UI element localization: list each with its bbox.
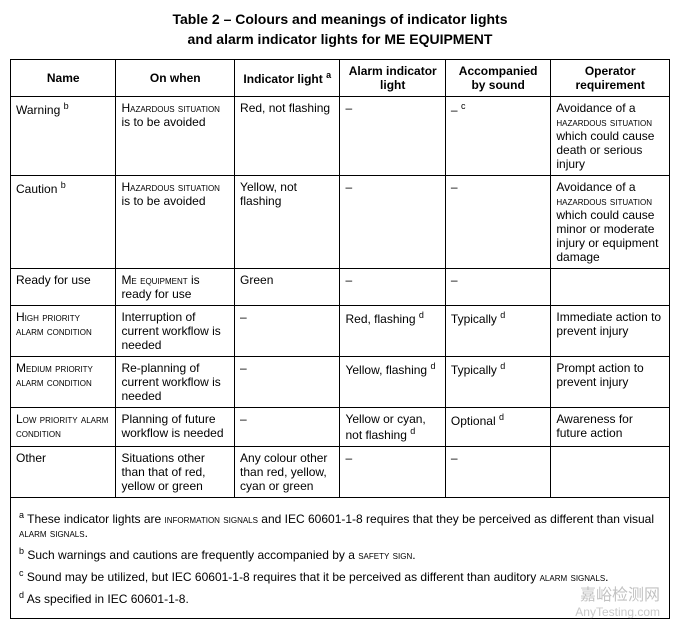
cell-alarm: – bbox=[340, 269, 445, 306]
table-row: High priority alarm condition Interrupti… bbox=[11, 306, 670, 357]
footnotes: a These indicator lights are information… bbox=[10, 498, 670, 619]
table-row: Caution b Hazardous situation is to be a… bbox=[11, 176, 670, 269]
cell-operator bbox=[551, 447, 670, 498]
th-name: Name bbox=[11, 60, 116, 97]
table-row: Ready for use Me equipment is ready for … bbox=[11, 269, 670, 306]
title-line-1: Table 2 – Colours and meanings of indica… bbox=[172, 11, 507, 27]
cell-on-when: Hazardous situation is to be avoided bbox=[116, 176, 235, 269]
cell-on-when: Interruption of current workflow is need… bbox=[116, 306, 235, 357]
cell-name: Warning b bbox=[11, 97, 116, 176]
cell-sound: Typically d bbox=[445, 306, 550, 357]
cell-alarm: – bbox=[340, 97, 445, 176]
cell-sound: – bbox=[445, 269, 550, 306]
cell-name: Other bbox=[11, 447, 116, 498]
footnote-c: c Sound may be utilized, but IEC 60601-1… bbox=[19, 568, 661, 584]
cell-operator: Avoidance of a hazardous situation which… bbox=[551, 176, 670, 269]
cell-name: Medium priority alarm condition bbox=[11, 357, 116, 408]
cell-indicator: Green bbox=[235, 269, 340, 306]
cell-operator bbox=[551, 269, 670, 306]
footnote-d: d As specified in IEC 60601-1-8. bbox=[19, 590, 661, 606]
th-operator-requirement: Operator requirement bbox=[551, 60, 670, 97]
indicator-lights-table: Name On when Indicator light a Alarm ind… bbox=[10, 59, 670, 498]
cell-sound: – bbox=[445, 447, 550, 498]
cell-sound: – bbox=[445, 176, 550, 269]
cell-alarm: Yellow or cyan, not flashing d bbox=[340, 408, 445, 447]
cell-sound: Optional d bbox=[445, 408, 550, 447]
cell-indicator: – bbox=[235, 357, 340, 408]
header-row: Name On when Indicator light a Alarm ind… bbox=[11, 60, 670, 97]
cell-on-when: Hazardous situation is to be avoided bbox=[116, 97, 235, 176]
table-row: Medium priority alarm condition Re-plann… bbox=[11, 357, 670, 408]
cell-sound: – c bbox=[445, 97, 550, 176]
cell-operator: Avoidance of a hazardous situation which… bbox=[551, 97, 670, 176]
table-row: Warning b Hazardous situation is to be a… bbox=[11, 97, 670, 176]
cell-indicator: Yellow, not flashing bbox=[235, 176, 340, 269]
th-on-when: On when bbox=[116, 60, 235, 97]
footnote-a: a These indicator lights are information… bbox=[19, 510, 661, 540]
title-line-2: and alarm indicator lights for ME EQUIPM… bbox=[188, 31, 493, 47]
cell-operator: Prompt action to prevent injury bbox=[551, 357, 670, 408]
table-title: Table 2 – Colours and meanings of indica… bbox=[10, 10, 670, 49]
cell-name: Ready for use bbox=[11, 269, 116, 306]
th-alarm-indicator-light: Alarm indicator light bbox=[340, 60, 445, 97]
cell-on-when: Situations other than that of red, yello… bbox=[116, 447, 235, 498]
table-row: Other Situations other than that of red,… bbox=[11, 447, 670, 498]
footnote-b: b Such warnings and cautions are frequen… bbox=[19, 546, 661, 562]
cell-indicator: Any colour other than red, yellow, cyan … bbox=[235, 447, 340, 498]
cell-name: High priority alarm condition bbox=[11, 306, 116, 357]
th-indicator-light: Indicator light a bbox=[235, 60, 340, 97]
cell-name: Low priority alarm condition bbox=[11, 408, 116, 447]
cell-alarm: – bbox=[340, 447, 445, 498]
cell-alarm: Red, flashing d bbox=[340, 306, 445, 357]
cell-indicator: Red, not flashing bbox=[235, 97, 340, 176]
th-accompanied-by-sound: Accompanied by sound bbox=[445, 60, 550, 97]
cell-indicator: – bbox=[235, 306, 340, 357]
cell-on-when: Planning of future workflow is needed bbox=[116, 408, 235, 447]
cell-operator: Awareness for future action bbox=[551, 408, 670, 447]
cell-indicator: – bbox=[235, 408, 340, 447]
table-row: Low priority alarm condition Planning of… bbox=[11, 408, 670, 447]
cell-on-when: Re-planning of current workflow is neede… bbox=[116, 357, 235, 408]
cell-operator: Immediate action to prevent injury bbox=[551, 306, 670, 357]
cell-name: Caution b bbox=[11, 176, 116, 269]
cell-on-when: Me equipment is ready for use bbox=[116, 269, 235, 306]
cell-sound: Typically d bbox=[445, 357, 550, 408]
table-body: Warning b Hazardous situation is to be a… bbox=[11, 97, 670, 498]
cell-alarm: Yellow, flashing d bbox=[340, 357, 445, 408]
cell-alarm: – bbox=[340, 176, 445, 269]
